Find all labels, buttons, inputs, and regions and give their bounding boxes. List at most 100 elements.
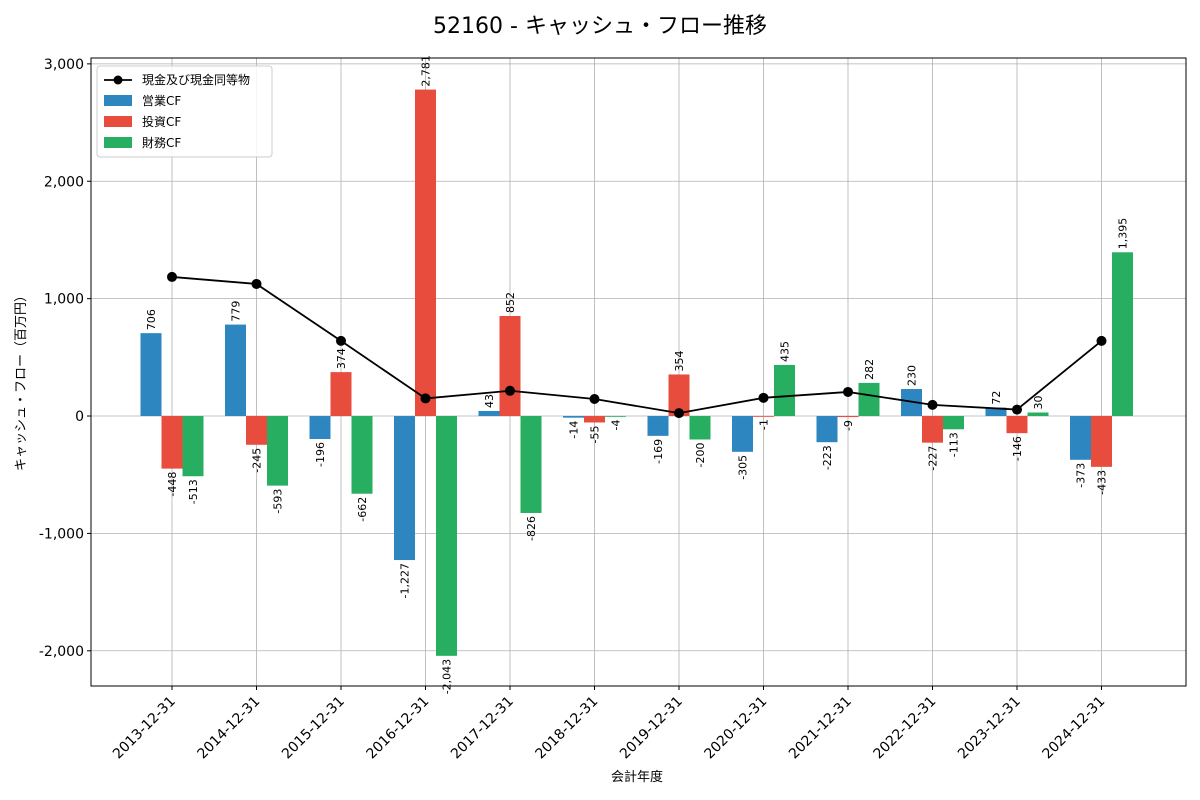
legend-label: 現金及び現金同等物: [142, 72, 250, 87]
data-label: 30: [1032, 395, 1045, 409]
data-label: -2,043: [441, 659, 454, 694]
bar: [394, 416, 415, 561]
bar: [436, 416, 457, 656]
bar: [816, 416, 838, 443]
data-label: -113: [948, 432, 961, 457]
legend-label: 財務CF: [142, 135, 181, 150]
data-label: -55: [589, 425, 602, 443]
data-label: 43: [483, 394, 496, 408]
y-axis-label: キャッシュ・フロー（百万円）: [14, 289, 29, 471]
bar: [668, 374, 690, 417]
y-tick-label: -2,000: [39, 644, 84, 660]
data-label: 706: [145, 309, 158, 330]
data-label: -433: [1096, 470, 1109, 495]
bar: [922, 416, 943, 443]
line-point: [420, 393, 431, 404]
data-label: -146: [1011, 436, 1024, 461]
bar: [246, 416, 267, 445]
bar: [267, 416, 288, 486]
data-label: -223: [821, 445, 834, 470]
bar: [605, 416, 626, 417]
bar: [225, 324, 246, 417]
bar: [182, 416, 204, 477]
bar: [499, 316, 521, 417]
bar: [858, 382, 880, 417]
line-point: [505, 385, 515, 396]
bar: [1091, 416, 1112, 467]
bar: [161, 416, 183, 469]
data-label: -593: [272, 489, 285, 514]
data-label: 230: [906, 365, 919, 386]
data-label: -826: [525, 516, 538, 541]
x-tick-label: 2020-12-31: [701, 694, 770, 763]
legend-swatch: [104, 95, 132, 106]
y-tick-label: 0: [75, 409, 84, 425]
data-label: -196: [314, 442, 327, 467]
x-tick-label: 2016-12-31: [363, 694, 432, 763]
legend-line-marker: [113, 75, 123, 85]
y-tick-label: 2,000: [44, 174, 84, 190]
data-label: -200: [694, 442, 707, 467]
bar: [1112, 252, 1133, 417]
data-label: 282: [863, 359, 876, 380]
bar: [1070, 416, 1091, 460]
bar: [563, 416, 584, 418]
x-tick-label: 2021-12-31: [786, 694, 855, 763]
bar: [837, 416, 859, 418]
x-tick-label: 2024-12-31: [1039, 694, 1108, 763]
x-tick-label: 2023-12-31: [955, 694, 1024, 763]
data-label: 852: [504, 292, 517, 313]
data-label: -662: [356, 497, 369, 522]
bar: [753, 416, 774, 417]
bar: [478, 410, 500, 417]
legend-label: 投資CF: [142, 114, 181, 129]
data-label: -245: [251, 448, 264, 473]
data-label: -227: [927, 446, 940, 471]
bars-layer: [140, 89, 1133, 656]
plot-frame: [90, 57, 1187, 687]
line-point: [589, 393, 600, 404]
x-tick-label: 2022-12-31: [870, 694, 939, 763]
line-point: [251, 278, 262, 289]
data-label: -1: [758, 419, 771, 430]
bar: [774, 364, 795, 417]
data-label: -305: [737, 455, 750, 480]
data-label: -448: [166, 472, 179, 497]
bar: [140, 333, 162, 417]
data-label: 374: [335, 348, 348, 369]
line-layer: [167, 271, 1107, 419]
bar: [520, 416, 542, 513]
line-point: [167, 271, 177, 282]
y-tick-label: -1,000: [39, 526, 84, 542]
line-point: [843, 386, 853, 397]
data-label: -373: [1075, 463, 1088, 488]
bar: [985, 407, 1007, 417]
chart-title: 52160 - キャッシュ・フロー推移: [433, 14, 767, 39]
data-label: -169: [652, 439, 665, 464]
data-label: -14: [568, 421, 581, 439]
line-point: [1012, 404, 1022, 415]
x-tick-label: 2014-12-31: [194, 694, 263, 763]
y-tick-label: 3,000: [44, 57, 84, 73]
data-label: 435: [779, 341, 792, 362]
x-tick-label: 2017-12-31: [448, 694, 517, 763]
bar: [943, 416, 964, 430]
data-label: -4: [610, 419, 623, 430]
grid-layer: [91, 58, 1186, 686]
x-tick-label: 2019-12-31: [617, 694, 686, 763]
bar: [584, 416, 605, 423]
x-tick-label: 2015-12-31: [279, 694, 348, 763]
line-point: [927, 399, 938, 410]
legend-box: [96, 65, 273, 158]
bar: [647, 416, 669, 436]
data-label: 1,395: [1117, 218, 1130, 250]
data-labels-layer: 706 779 -196 -1,227 43 -14 -169 -305 -223 230 72 -3…: [145, 55, 1130, 694]
line-point: [336, 335, 346, 346]
legend-swatch: [104, 137, 132, 148]
x-axis-label: 会計年度: [611, 769, 663, 785]
y-tick-label: 1,000: [44, 292, 84, 308]
data-label: 2,781: [420, 55, 433, 87]
legend-label: 営業CF: [142, 94, 181, 108]
